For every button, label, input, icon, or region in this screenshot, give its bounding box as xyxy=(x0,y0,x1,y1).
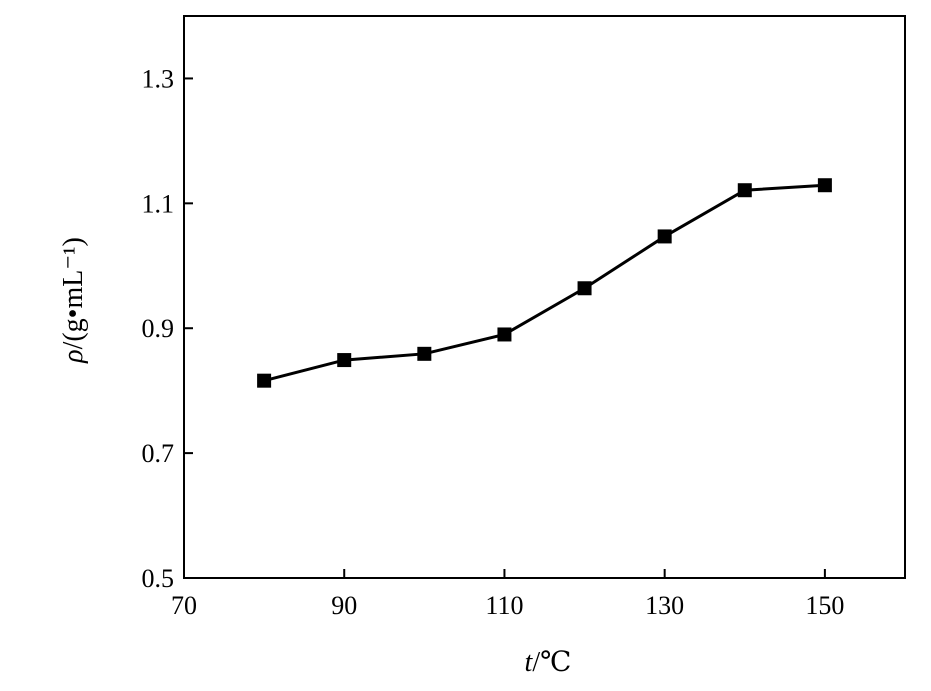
y-axis-ticks: 0.5 0.7 0.9 1.1 1.3 xyxy=(142,64,193,593)
y-tick-label: 0.7 xyxy=(142,439,175,468)
data-point xyxy=(577,281,592,296)
y-axis-label: ρ/(g•mL⁻¹) xyxy=(58,237,89,364)
x-tick-label: 150 xyxy=(805,591,844,620)
x-tick-label: 110 xyxy=(485,591,523,620)
data-point xyxy=(497,327,512,342)
data-point xyxy=(257,373,272,388)
x-axis-label-symbol: t xyxy=(525,647,534,678)
y-tick-label: 1.1 xyxy=(142,189,175,218)
x-tick-label: 70 xyxy=(171,591,197,620)
y-tick-label: 0.9 xyxy=(142,314,175,343)
series-layer xyxy=(257,178,832,388)
y-tick-label: 0.5 xyxy=(142,564,175,593)
y-tick-label: 1.3 xyxy=(142,64,175,93)
series-line xyxy=(263,183,825,383)
x-tick-label: 130 xyxy=(645,591,684,620)
x-axis-label-unit: /℃ xyxy=(532,647,571,678)
x-axis-ticks: 70 90 110 130 150 xyxy=(171,569,844,620)
data-point xyxy=(817,178,832,193)
data-point xyxy=(737,183,752,198)
y-axis-label-symbol: ρ xyxy=(58,349,89,363)
data-point xyxy=(657,229,672,244)
x-tick-label: 90 xyxy=(331,591,357,620)
x-axis-label: t/℃ xyxy=(525,647,572,678)
plot-frame xyxy=(183,15,906,579)
data-point xyxy=(417,346,432,361)
data-point xyxy=(337,353,352,368)
y-axis-label-unit: /(g•mL⁻¹) xyxy=(58,237,89,349)
